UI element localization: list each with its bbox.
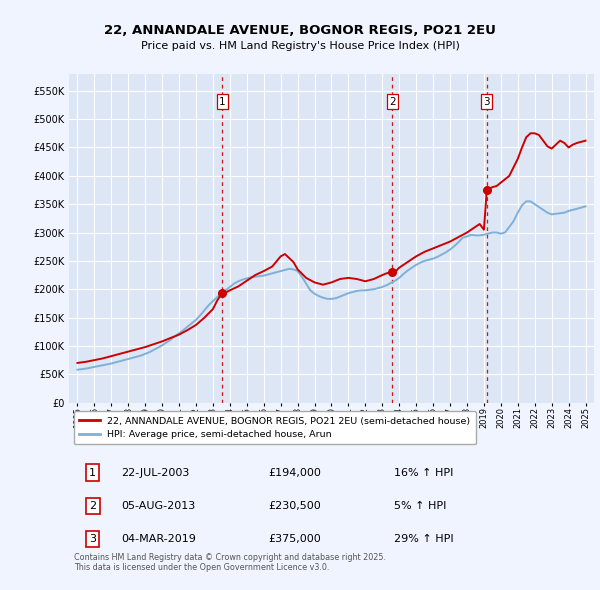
Text: 29% ↑ HPI: 29% ↑ HPI	[395, 534, 454, 544]
Text: 5% ↑ HPI: 5% ↑ HPI	[395, 501, 447, 511]
Legend: 22, ANNANDALE AVENUE, BOGNOR REGIS, PO21 2EU (semi-detached house), HPI: Average: 22, ANNANDALE AVENUE, BOGNOR REGIS, PO21…	[74, 411, 476, 444]
Text: £375,000: £375,000	[269, 534, 321, 544]
Text: 3: 3	[484, 97, 490, 107]
Text: Contains HM Land Registry data © Crown copyright and database right 2025.
This d: Contains HM Land Registry data © Crown c…	[74, 553, 386, 572]
Text: Price paid vs. HM Land Registry's House Price Index (HPI): Price paid vs. HM Land Registry's House …	[140, 41, 460, 51]
Text: 22, ANNANDALE AVENUE, BOGNOR REGIS, PO21 2EU: 22, ANNANDALE AVENUE, BOGNOR REGIS, PO21…	[104, 24, 496, 37]
Text: 1: 1	[219, 97, 226, 107]
Text: 22-JUL-2003: 22-JUL-2003	[121, 468, 190, 478]
Text: 2: 2	[389, 97, 396, 107]
Text: £230,500: £230,500	[269, 501, 321, 511]
Text: £194,000: £194,000	[269, 468, 322, 478]
Text: 3: 3	[89, 534, 96, 544]
Text: 04-MAR-2019: 04-MAR-2019	[121, 534, 196, 544]
Text: 16% ↑ HPI: 16% ↑ HPI	[395, 468, 454, 478]
Text: 2: 2	[89, 501, 96, 511]
Text: 05-AUG-2013: 05-AUG-2013	[121, 501, 196, 511]
Text: 1: 1	[89, 468, 96, 478]
